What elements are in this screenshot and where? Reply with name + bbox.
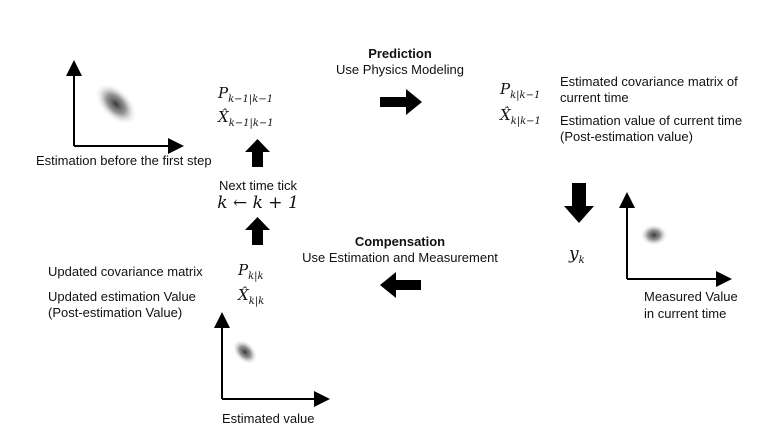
predicted-covariance-label-line1: Estimated covariance matrix of [560,74,738,89]
estimated-value-caption: Estimated value [222,411,315,426]
prediction-arrow [380,89,422,115]
estimated-distribution-blob [232,339,258,365]
initial-distribution-blob [94,82,138,126]
time-tick-up-arrow-upper [245,139,270,167]
predicted-estimate-label-line2: (Post-estimation value) [560,129,693,144]
predicted-state-symbol: X̂k|k−1 [500,106,541,127]
initial-state-symbol: X̂k−1|k−1 [218,108,274,129]
predicted-covariance-symbol: Pk|k−1 [500,80,541,101]
prediction-subtitle: Use Physics Modeling [336,62,464,77]
updated-covariance-symbol: Pk|k [238,261,264,282]
time-tick-formula: k ← k + 1 [217,193,299,213]
measured-caption-line2: in current time [644,306,727,321]
predicted-covariance-label-line2: current time [560,90,629,105]
updated-state-symbol: X̂k|k [238,286,265,307]
initial-estimate-plot [66,60,184,154]
compensation-subtitle: Use Estimation and Measurement [302,250,498,265]
initial-estimate-caption: Estimation before the first step [36,153,212,168]
measurement-arrow [564,183,594,223]
updated-estimate-label-line1: Updated estimation Value [48,289,196,304]
time-tick-up-arrow-lower [245,217,270,245]
estimated-value-plot [214,312,330,407]
compensation-arrow [380,272,421,298]
prediction-title: Prediction [368,46,432,61]
initial-covariance-symbol: Pk−1|k−1 [218,84,274,105]
updated-estimate-label-line2: (Post-estimation Value) [48,305,183,320]
measurement-distribution-blob [640,224,668,246]
measured-value-plot [619,192,732,287]
measured-caption-line1: Measured Value [644,289,738,304]
updated-covariance-label: Updated covariance matrix [48,264,203,279]
measurement-symbol: yk [569,244,585,266]
compensation-title: Compensation [354,234,446,249]
predicted-estimate-label-line1: Estimation value of current time [560,113,743,128]
time-tick-label: Next time tick [218,178,297,193]
